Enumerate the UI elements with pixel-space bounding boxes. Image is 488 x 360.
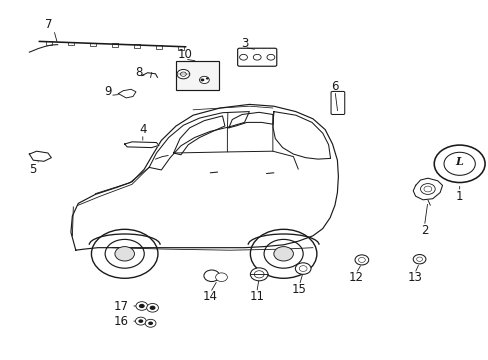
FancyBboxPatch shape [330, 91, 344, 114]
Text: 10: 10 [177, 48, 192, 61]
Polygon shape [272, 112, 330, 159]
Text: 16: 16 [114, 315, 128, 328]
Circle shape [266, 54, 274, 60]
Text: 4: 4 [139, 123, 146, 136]
Text: 14: 14 [203, 291, 217, 303]
Bar [46, 41, 52, 45]
Circle shape [135, 317, 146, 325]
Circle shape [145, 319, 156, 327]
Circle shape [115, 247, 134, 261]
Circle shape [149, 306, 155, 310]
Circle shape [412, 255, 425, 264]
Circle shape [354, 255, 368, 265]
Text: L: L [455, 157, 463, 167]
Circle shape [215, 273, 227, 282]
Circle shape [273, 247, 293, 261]
Text: 15: 15 [291, 283, 306, 296]
Circle shape [148, 321, 153, 325]
Bar [68, 42, 74, 45]
Bar [134, 44, 140, 48]
Text: 9: 9 [103, 85, 111, 98]
Text: 2: 2 [420, 224, 427, 237]
Circle shape [239, 54, 247, 60]
Polygon shape [149, 112, 249, 170]
Text: 1: 1 [455, 190, 463, 203]
FancyBboxPatch shape [237, 48, 276, 66]
Polygon shape [118, 89, 136, 98]
Circle shape [250, 268, 267, 281]
Polygon shape [124, 142, 159, 148]
Bar [156, 45, 162, 49]
Circle shape [177, 69, 189, 79]
Polygon shape [29, 151, 51, 161]
Text: 7: 7 [45, 18, 53, 31]
Bar [112, 44, 118, 47]
Text: 5: 5 [29, 163, 37, 176]
Text: 8: 8 [135, 66, 143, 78]
Text: 11: 11 [249, 291, 264, 303]
Circle shape [199, 76, 209, 84]
Circle shape [138, 319, 143, 323]
Circle shape [205, 77, 208, 80]
Circle shape [433, 145, 484, 183]
Circle shape [295, 263, 310, 274]
Circle shape [253, 54, 261, 60]
Circle shape [136, 302, 147, 310]
Circle shape [146, 303, 158, 312]
Text: 6: 6 [330, 80, 338, 93]
Text: 17: 17 [114, 300, 128, 312]
Bar [178, 46, 183, 49]
Bar [176, 61, 219, 90]
Circle shape [200, 78, 204, 81]
Bar [90, 43, 96, 46]
Text: 13: 13 [407, 271, 421, 284]
Circle shape [203, 270, 219, 282]
Polygon shape [412, 178, 442, 200]
Text: 3: 3 [240, 37, 248, 50]
Polygon shape [173, 116, 224, 155]
Circle shape [139, 304, 144, 308]
Text: 12: 12 [348, 271, 363, 284]
Polygon shape [228, 112, 272, 128]
